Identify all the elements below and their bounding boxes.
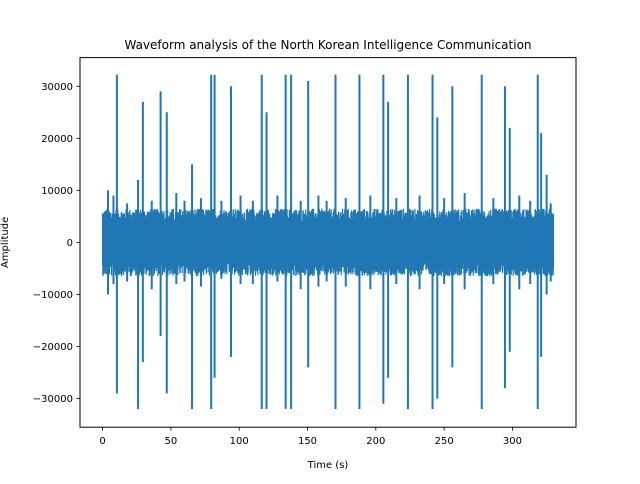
x-axis-ticks: 0 50 100 150 200 250 300 — [99, 427, 522, 447]
chart-title: Waveform analysis of the North Korean In… — [124, 38, 531, 52]
x-tick-label: 50 — [164, 436, 177, 447]
x-tick-label: 300 — [503, 436, 522, 447]
waveform-noise-band — [101, 208, 555, 277]
x-tick-label: 0 — [99, 436, 105, 447]
y-tick-label: −10000 — [33, 290, 73, 301]
y-axis-label: Amplitude — [0, 217, 11, 268]
y-tick-label: 10000 — [41, 186, 73, 197]
x-tick-label: 200 — [366, 436, 385, 447]
x-axis-label: Time (s) — [307, 460, 349, 471]
x-tick-label: 250 — [435, 436, 454, 447]
y-tick-label: 0 — [67, 238, 73, 249]
y-axis-ticks: −30000 −20000 −10000 0 10000 20000 30000 — [33, 82, 80, 405]
x-tick-label: 150 — [298, 436, 317, 447]
x-tick-label: 100 — [230, 436, 249, 447]
y-tick-label: 30000 — [41, 82, 73, 93]
y-tick-label: −20000 — [33, 342, 73, 353]
y-tick-label: −30000 — [33, 394, 73, 405]
y-tick-label: 20000 — [41, 134, 73, 145]
waveform-series — [101, 74, 555, 409]
